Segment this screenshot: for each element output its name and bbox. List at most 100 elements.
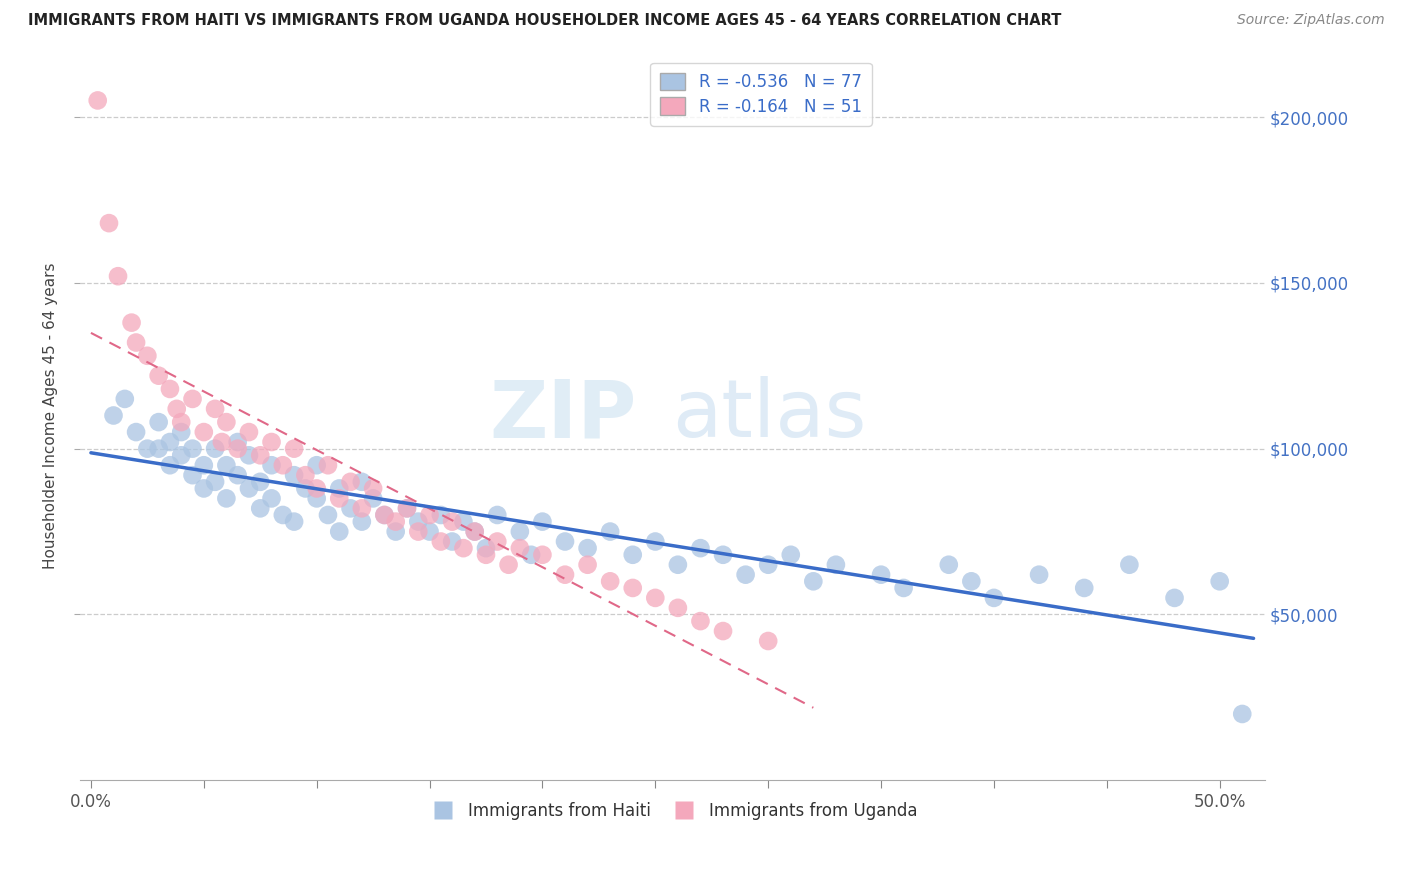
Point: [373, 508, 395, 522]
Point: [498, 558, 520, 572]
Point: [339, 475, 361, 489]
Point: [406, 524, 429, 539]
Point: [711, 624, 734, 638]
Point: [328, 482, 350, 496]
Text: atlas: atlas: [672, 376, 866, 455]
Point: [181, 468, 204, 483]
Point: [350, 501, 373, 516]
Point: [226, 435, 249, 450]
Point: [1208, 574, 1230, 589]
Point: [1118, 558, 1140, 572]
Point: [166, 401, 188, 416]
Point: [361, 482, 384, 496]
Point: [666, 558, 689, 572]
Point: [238, 482, 260, 496]
Point: [576, 558, 599, 572]
Point: [509, 541, 531, 556]
Point: [430, 508, 453, 522]
Point: [148, 442, 170, 456]
Point: [114, 392, 136, 406]
Point: [644, 591, 666, 605]
Point: [756, 558, 779, 572]
Point: [148, 415, 170, 429]
Point: [475, 541, 498, 556]
Point: [249, 448, 271, 462]
Point: [211, 435, 233, 450]
Point: [373, 508, 395, 522]
Point: [215, 415, 238, 429]
Point: [419, 508, 441, 522]
Point: [170, 448, 193, 462]
Point: [283, 468, 305, 483]
Point: [406, 515, 429, 529]
Point: [870, 567, 893, 582]
Point: [159, 458, 181, 473]
Point: [294, 482, 316, 496]
Point: [825, 558, 848, 572]
Point: [576, 541, 599, 556]
Point: [441, 534, 464, 549]
Point: [181, 442, 204, 456]
Point: [249, 475, 271, 489]
Point: [666, 600, 689, 615]
Point: [531, 548, 554, 562]
Point: [361, 491, 384, 506]
Point: [283, 515, 305, 529]
Text: IMMIGRANTS FROM HAITI VS IMMIGRANTS FROM UGANDA HOUSEHOLDER INCOME AGES 45 - 64 : IMMIGRANTS FROM HAITI VS IMMIGRANTS FROM…: [28, 13, 1062, 29]
Point: [486, 508, 509, 522]
Point: [98, 216, 121, 230]
Point: [1028, 567, 1050, 582]
Point: [125, 335, 148, 350]
Point: [531, 515, 554, 529]
Point: [801, 574, 824, 589]
Point: [384, 515, 406, 529]
Point: [316, 458, 339, 473]
Point: [159, 435, 181, 450]
Point: [260, 435, 283, 450]
Point: [938, 558, 960, 572]
Point: [204, 442, 226, 456]
Text: Source: ZipAtlas.com: Source: ZipAtlas.com: [1237, 13, 1385, 28]
Point: [350, 515, 373, 529]
Point: [395, 501, 418, 516]
Point: [689, 614, 711, 628]
Point: [148, 368, 170, 383]
Point: [328, 491, 350, 506]
Point: [486, 534, 509, 549]
Point: [204, 401, 226, 416]
Legend: Immigrants from Haiti, Immigrants from Uganda: Immigrants from Haiti, Immigrants from U…: [420, 796, 925, 827]
Point: [294, 468, 316, 483]
Point: [271, 458, 294, 473]
Point: [170, 425, 193, 439]
Point: [159, 382, 181, 396]
Point: [893, 581, 915, 595]
Point: [779, 548, 801, 562]
Point: [554, 567, 576, 582]
Point: [734, 567, 756, 582]
Point: [238, 448, 260, 462]
Point: [621, 581, 644, 595]
Point: [107, 269, 129, 284]
Point: [215, 458, 238, 473]
Point: [475, 548, 498, 562]
Point: [226, 442, 249, 456]
Point: [305, 458, 328, 473]
Point: [260, 458, 283, 473]
Point: [983, 591, 1005, 605]
Point: [554, 534, 576, 549]
Point: [283, 442, 305, 456]
Point: [103, 409, 125, 423]
Point: [125, 425, 148, 439]
Text: ZIP: ZIP: [489, 376, 637, 455]
Point: [464, 524, 486, 539]
Point: [395, 501, 418, 516]
Point: [509, 524, 531, 539]
Point: [271, 508, 294, 522]
Point: [181, 392, 204, 406]
Point: [520, 548, 543, 562]
Point: [238, 425, 260, 439]
Point: [1073, 581, 1095, 595]
Point: [193, 482, 215, 496]
Point: [226, 468, 249, 483]
Point: [86, 94, 108, 108]
